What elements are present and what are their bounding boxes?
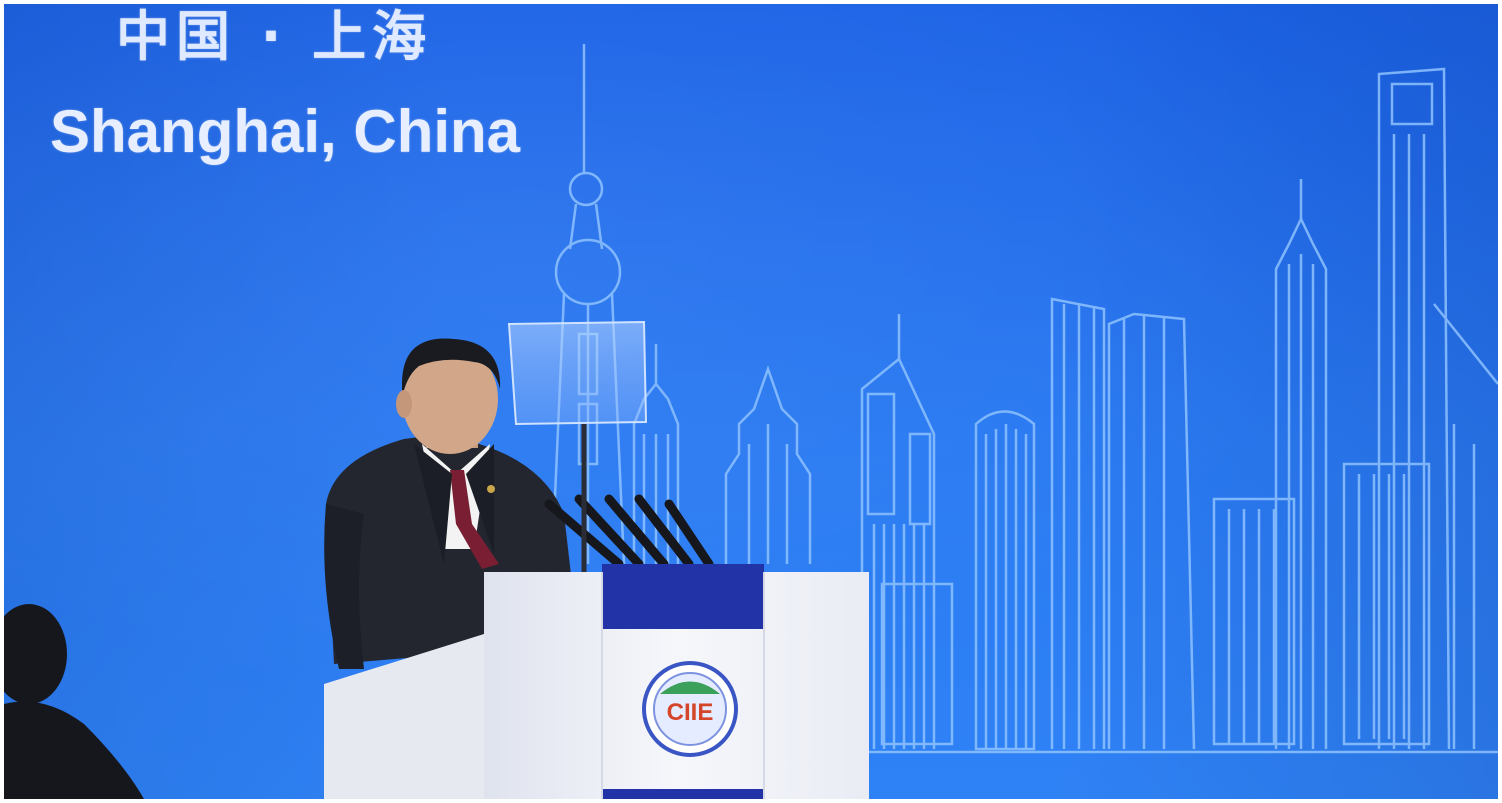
building-4 xyxy=(974,410,1036,751)
caption-english: Shanghai, China xyxy=(50,98,521,165)
world-financial-center xyxy=(1342,67,1498,750)
teleprompter xyxy=(507,320,648,426)
building-5 xyxy=(1050,297,1196,750)
building-2 xyxy=(724,365,812,564)
foreground-person xyxy=(4,604,144,799)
photo-frame: 中国 · 上海 Shanghai, China xyxy=(4,4,1498,799)
building-3 xyxy=(860,314,954,749)
logo-text: CIIE xyxy=(667,699,714,726)
caption-chinese: 中国 · 上海 xyxy=(116,5,433,68)
ciie-logo: CIIE xyxy=(642,661,738,757)
jin-mao-tower xyxy=(1212,179,1328,749)
stage-scene: CIIE xyxy=(4,44,1498,799)
oriental-pearl-tower xyxy=(550,44,626,565)
